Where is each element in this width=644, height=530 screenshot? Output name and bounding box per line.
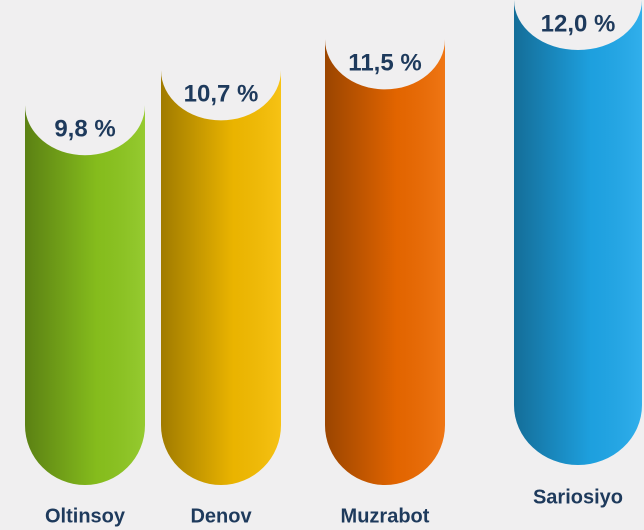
category-label: Denov — [190, 505, 252, 527]
category-label: Muzrabot — [341, 505, 430, 527]
bar-shade — [325, 39, 445, 485]
value-label: 12,0 % — [541, 10, 616, 37]
bar-shade — [25, 105, 145, 485]
value-label: 11,5 % — [348, 50, 421, 77]
value-label: 9,8 % — [54, 116, 115, 143]
category-label: Oltinsoy — [45, 505, 126, 527]
category-label: Sariosiyo — [533, 486, 623, 508]
bar-shade — [514, 0, 642, 465]
value-label: 10,7 % — [184, 81, 259, 108]
bar-shade — [161, 70, 281, 485]
